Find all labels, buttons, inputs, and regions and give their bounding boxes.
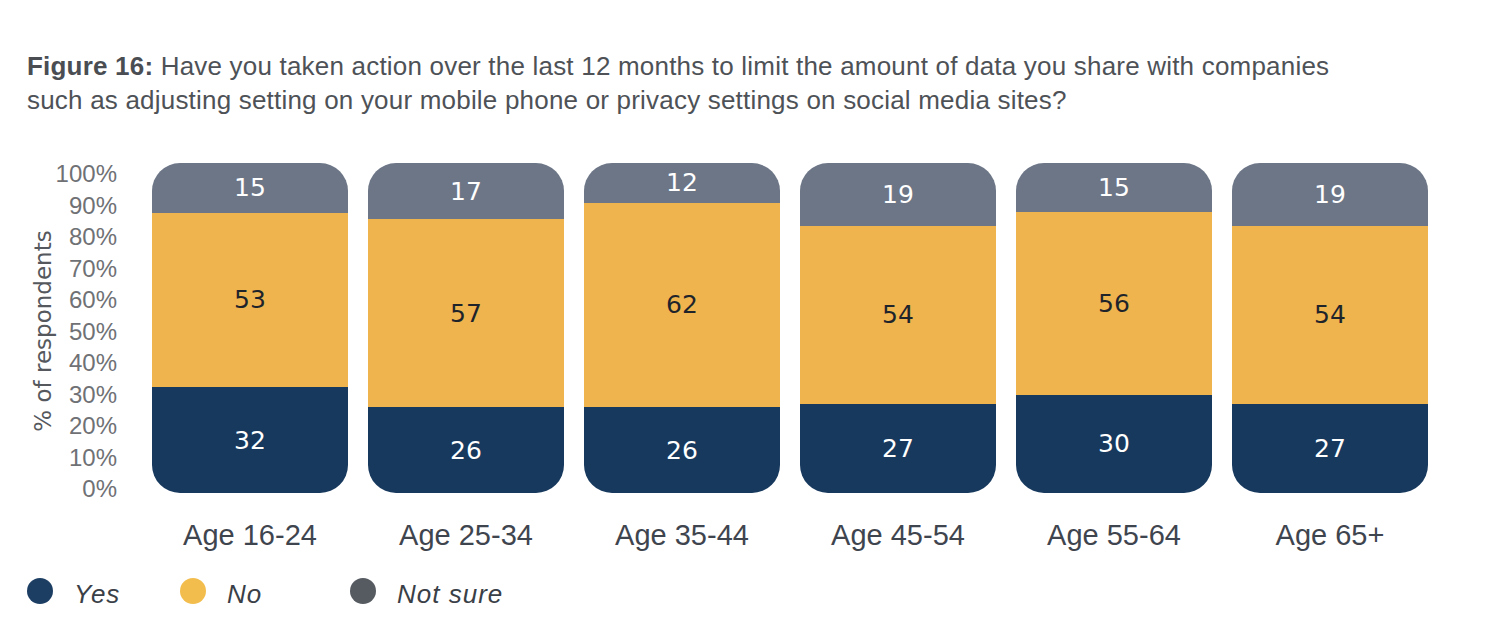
stacked-bar-age-65+: 195427 xyxy=(1232,163,1428,493)
stacked-bar-age-55-64: 155630 xyxy=(1016,163,1212,493)
segment-not-sure: 15 xyxy=(152,163,348,213)
stacked-bar-age-45-54: 195427 xyxy=(800,163,996,493)
y-tick-label: 30% xyxy=(37,382,117,408)
x-axis-label: Age 65+ xyxy=(1222,519,1438,552)
segment-yes: 26 xyxy=(584,407,780,493)
segment-yes: 30 xyxy=(1016,395,1212,493)
y-tick-label: 60% xyxy=(37,287,117,313)
segment-not-sure: 19 xyxy=(1232,163,1428,226)
segment-no: 57 xyxy=(368,219,564,407)
x-axis-label: Age 16-24 xyxy=(142,519,358,552)
x-axis-label: Age 35-44 xyxy=(574,519,790,552)
x-axis-label: Age 25-34 xyxy=(358,519,574,552)
segment-not-sure: 12 xyxy=(584,163,780,203)
figure-number: Figure 16: xyxy=(27,51,153,81)
figure-question: Have you taken action over the last 12 m… xyxy=(27,51,1329,115)
x-axis-label: Age 55-64 xyxy=(1006,519,1222,552)
legend-label: Not sure xyxy=(397,579,503,610)
legend-dot-not-sure xyxy=(350,578,376,604)
segment-not-sure: 15 xyxy=(1016,163,1212,212)
legend-label: Yes xyxy=(74,579,120,610)
stacked-bar-age-35-44: 126226 xyxy=(584,163,780,493)
figure-title: Figure 16: Have you taken action over th… xyxy=(27,49,1392,117)
figure-16-chart: Figure 16: Have you taken action over th… xyxy=(0,0,1506,642)
segment-no: 62 xyxy=(584,203,780,408)
y-tick-label: 90% xyxy=(37,193,117,219)
segment-yes: 27 xyxy=(800,404,996,493)
legend: Yes No Not sure xyxy=(0,577,1506,605)
segment-not-sure: 17 xyxy=(368,163,564,219)
y-tick-label: 80% xyxy=(37,224,117,250)
y-tick-label: 20% xyxy=(37,413,117,439)
y-tick-label: 100% xyxy=(37,161,117,187)
legend-dot-no xyxy=(180,578,206,604)
bar-plot-area: 155332175726126226195427155630195427 xyxy=(152,163,1452,493)
segment-no: 54 xyxy=(800,226,996,404)
legend-dot-yes xyxy=(27,578,53,604)
legend-item-not-sure: Not sure xyxy=(350,577,503,605)
y-tick-label: 70% xyxy=(37,256,117,282)
y-tick-label: 10% xyxy=(37,445,117,471)
segment-no: 56 xyxy=(1016,212,1212,395)
legend-item-no: No xyxy=(180,577,262,605)
stacked-bar-age-16-24: 155332 xyxy=(152,163,348,493)
y-tick-label: 0% xyxy=(37,476,117,502)
y-tick-label: 40% xyxy=(37,350,117,376)
segment-yes: 26 xyxy=(368,407,564,493)
stacked-bar-age-25-34: 175726 xyxy=(368,163,564,493)
legend-label: No xyxy=(227,579,262,610)
x-axis-label: Age 45-54 xyxy=(790,519,1006,552)
segment-no: 53 xyxy=(152,213,348,388)
segment-yes: 32 xyxy=(152,387,348,493)
legend-item-yes: Yes xyxy=(27,577,120,605)
y-tick-label: 50% xyxy=(37,319,117,345)
segment-not-sure: 19 xyxy=(800,163,996,226)
segment-no: 54 xyxy=(1232,226,1428,404)
segment-yes: 27 xyxy=(1232,404,1428,493)
